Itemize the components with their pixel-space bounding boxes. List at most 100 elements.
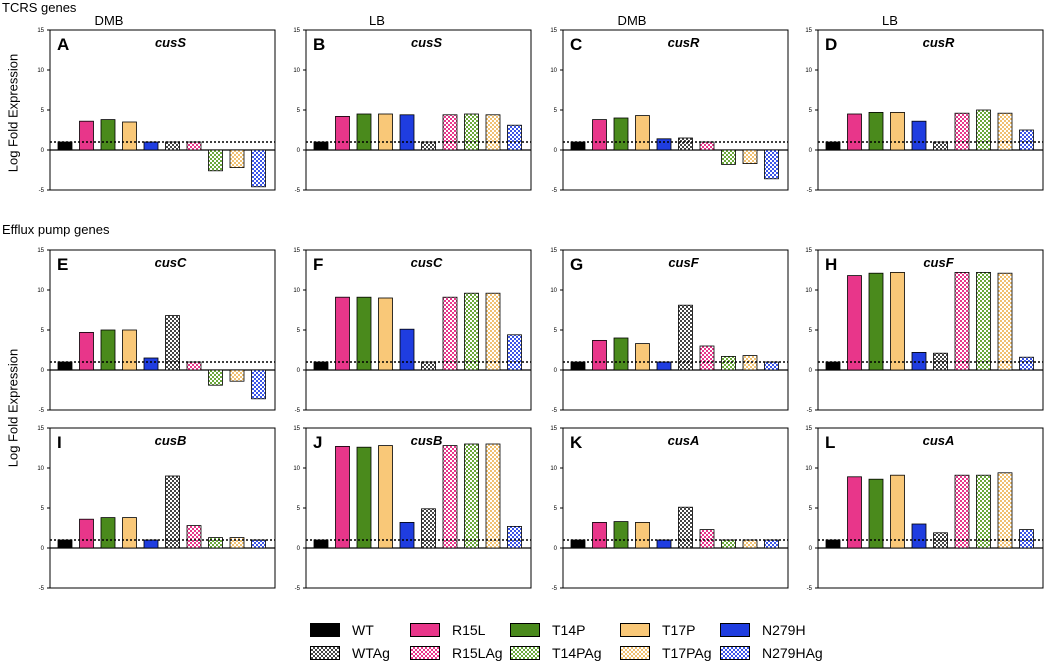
bar-j-n279h — [399, 522, 415, 549]
bar-g-n279h — [656, 361, 672, 371]
bar-k-r15lag — [699, 529, 715, 549]
bar-f-wtag — [421, 361, 436, 371]
panel-letter: K — [570, 433, 583, 452]
y-tick-label: 10 — [37, 466, 44, 472]
bar-j-wt — [313, 539, 329, 549]
panel-frame — [562, 249, 789, 411]
column-label-2: LB — [369, 13, 385, 28]
y-tick-label: 15 — [37, 426, 44, 432]
y-tick-label: 0 — [297, 148, 301, 154]
bar-c-wtag — [678, 137, 693, 151]
y-tick-label: 15 — [37, 248, 44, 254]
y-tick-label: 10 — [37, 288, 44, 294]
gene-label: cusC — [411, 255, 443, 270]
y-tick-label: 5 — [297, 108, 301, 114]
panel-letter: H — [825, 255, 837, 274]
bar-d-n279h — [911, 120, 927, 151]
panel-frame — [49, 427, 276, 589]
section-title-efflux: Efflux pump genes — [2, 222, 110, 237]
y-tick-label: -5 — [552, 586, 558, 592]
bar-d-n279hag — [1019, 129, 1034, 151]
legend-label-t17pag: T17PAg — [662, 645, 712, 661]
bar-j-wtag — [421, 508, 436, 549]
y-tick-label: 10 — [805, 68, 812, 74]
bar-k-n279h — [656, 539, 672, 549]
bar-g-wt — [570, 361, 586, 371]
legend-item-r15lag: R15LAg — [410, 643, 503, 663]
bar-g-t17p — [635, 343, 650, 371]
y-tick-label: 10 — [805, 466, 812, 472]
bar-i-t17pag — [229, 537, 245, 549]
y-tick-label: 10 — [550, 68, 557, 74]
y-tick-label: -5 — [39, 188, 45, 194]
y-tick-label: 15 — [805, 28, 812, 34]
bar-l-t17pag — [997, 472, 1013, 549]
panel-frame — [49, 249, 276, 411]
column-label-1: DMB — [94, 13, 124, 28]
bar-i-n279h — [143, 539, 159, 549]
bar-j-t17p — [378, 445, 393, 549]
y-tick-label: 10 — [293, 68, 300, 74]
bar-b-t17p — [378, 113, 393, 151]
bar-k-t17pag — [742, 539, 758, 549]
y-tick-label: 15 — [550, 248, 557, 254]
panel-letter: C — [570, 35, 582, 54]
y-tick-label: 0 — [554, 148, 558, 154]
panel-c: -5 0 5 10 15 C cusR — [550, 28, 789, 194]
legend-label-t14p: T14P — [552, 622, 586, 638]
panel-letter: J — [313, 433, 322, 452]
bar-g-wtag — [678, 304, 693, 371]
bar-a-t17pag — [229, 149, 245, 169]
bar-b-wtag — [421, 141, 436, 151]
bar-e-r15lag — [186, 361, 202, 371]
panel-frame — [562, 427, 789, 589]
bar-g-n279hag — [764, 361, 779, 371]
panel-frame — [305, 29, 532, 191]
bar-j-t14p — [356, 446, 372, 549]
bar-k-wtag — [678, 506, 693, 549]
y-tick-label: 15 — [805, 248, 812, 254]
bar-c-t17pag — [742, 149, 758, 164]
legend-label-wt: WT — [352, 622, 374, 638]
legend-item-t17pag: T17PAg — [620, 643, 712, 663]
y-tick-label: 0 — [554, 546, 558, 552]
legend-item-n279hag: N279HAg — [720, 643, 823, 663]
bar-j-r15l — [335, 445, 350, 549]
bar-h-t17p — [890, 271, 905, 371]
y-tick-label: 5 — [297, 506, 301, 512]
y-tick-label: 10 — [805, 288, 812, 294]
bar-j-r15lag — [442, 445, 458, 549]
panel-k: -5 0 5 10 15 K cusA — [550, 426, 789, 592]
legend-item-r15l: R15L — [410, 620, 485, 640]
legend-swatch-n279hag — [720, 646, 750, 660]
y-tick-label: -5 — [39, 586, 45, 592]
gene-label: cusS — [411, 35, 442, 50]
bar-a-r15l — [79, 120, 94, 151]
bar-e-t17p — [122, 329, 137, 371]
y-tick-label: 0 — [809, 148, 813, 154]
bar-e-wtag — [165, 315, 180, 371]
y-tick-label: 5 — [809, 108, 813, 114]
bar-e-t14p — [100, 329, 116, 371]
panel-f: -5 0 5 10 15 F cusC — [293, 248, 532, 414]
panel-h: -5 0 5 10 15 H cusF — [805, 248, 1044, 414]
y-tick-label: 10 — [550, 288, 557, 294]
y-tick-label: -5 — [295, 408, 301, 414]
panel-frame — [562, 29, 789, 191]
panel-letter: I — [57, 433, 62, 452]
bar-b-n279hag — [507, 124, 522, 151]
bar-b-r15lag — [442, 114, 458, 151]
bar-f-t17pag — [485, 292, 501, 371]
bar-f-n279hag — [507, 334, 522, 371]
y-tick-label: 15 — [805, 426, 812, 432]
y-tick-label: 15 — [37, 28, 44, 34]
bar-d-t14pag — [976, 109, 991, 151]
y-tick-label: -5 — [552, 408, 558, 414]
bar-a-t17p — [122, 121, 137, 151]
bar-c-t17p — [635, 115, 650, 151]
legend-swatch-wt — [310, 623, 340, 637]
bar-h-t14pag — [976, 271, 991, 371]
bar-l-n279h — [911, 523, 927, 549]
bar-a-t14pag — [208, 149, 223, 172]
